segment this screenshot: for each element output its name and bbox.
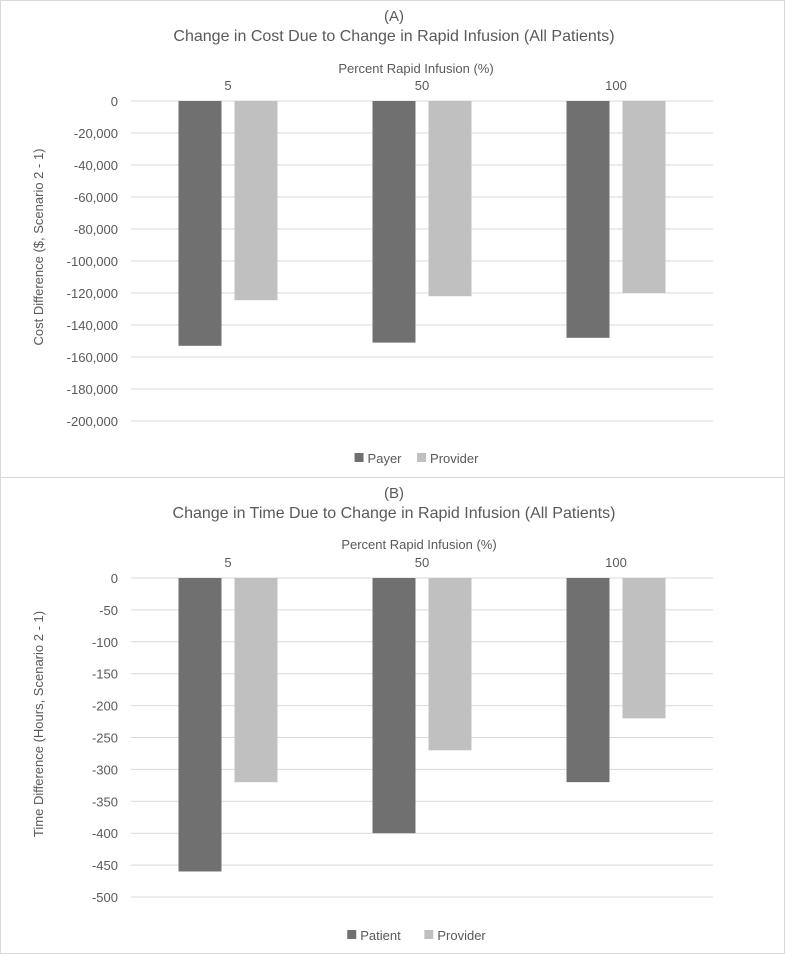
chart-panel-a: (A) Change in Cost Due to Change in Rapi… <box>0 0 785 478</box>
panel-label: (B) <box>384 485 404 502</box>
x-category-label: 50 <box>415 78 429 93</box>
x-category-label: 100 <box>605 555 627 570</box>
y-tick-label: -120,000 <box>67 286 118 301</box>
legend-label-payer: Payer <box>368 451 403 466</box>
legend-swatch-provider <box>424 930 434 939</box>
legend-swatch-provider <box>417 453 427 462</box>
chart-title: Change in Time Due to Change in Rapid In… <box>173 505 616 522</box>
y-axis-label: Time Difference (Hours, Scenario 2 - 1) <box>31 611 46 837</box>
y-tick-label: -250 <box>92 731 118 746</box>
bar-payer-100 <box>566 101 610 338</box>
y-tick-label: -160,000 <box>67 350 118 365</box>
y-tick-label: -80,000 <box>74 222 118 237</box>
y-tick-label: 0 <box>111 94 118 109</box>
x-category-label: 5 <box>224 78 231 93</box>
bar-payer-50 <box>372 101 416 343</box>
legend-label-patient: Patient <box>360 928 401 943</box>
cost-chart: (A) Change in Cost Due to Change in Rapi… <box>31 8 713 466</box>
y-tick-label: -180,000 <box>67 382 118 397</box>
legend-swatch-patient <box>347 930 357 939</box>
bar-provider-100 <box>622 101 666 293</box>
bar-provider-100 <box>622 578 666 719</box>
y-tick-label: -60,000 <box>74 190 118 205</box>
y-tick-label: -150 <box>92 667 118 682</box>
y-tick-label: -450 <box>92 858 118 873</box>
bar-provider-5 <box>234 101 278 301</box>
y-tick-label: -40,000 <box>74 158 118 173</box>
bar-provider-5 <box>234 578 278 783</box>
y-tick-label: -100,000 <box>67 254 118 269</box>
legend-label-provider: Provider <box>437 928 486 943</box>
x-category-label: 100 <box>605 78 627 93</box>
time-chart: (B) Change in Time Due to Change in Rapi… <box>31 485 713 943</box>
x-axis-label: Percent Rapid Infusion (%) <box>341 537 496 552</box>
chart-panel-b: (B) Change in Time Due to Change in Rapi… <box>0 477 785 954</box>
bar-provider-50 <box>428 578 472 751</box>
x-axis-label: Percent Rapid Infusion (%) <box>338 61 493 76</box>
y-axis-label: Cost Difference ($, Scenario 2 - 1) <box>31 148 46 345</box>
y-tick-label: -350 <box>92 794 118 809</box>
y-tick-label: -50 <box>99 603 118 618</box>
x-category-label: 50 <box>415 555 429 570</box>
y-tick-label: -200,000 <box>67 414 118 429</box>
bar-payer-5 <box>178 101 222 346</box>
y-tick-label: -140,000 <box>67 318 118 333</box>
y-tick-label: -300 <box>92 762 118 777</box>
chart-title: Change in Cost Due to Change in Rapid In… <box>173 28 614 45</box>
panel-label: (A) <box>384 8 404 25</box>
y-tick-label: -500 <box>92 890 118 905</box>
y-tick-label: 0 <box>111 571 118 586</box>
bar-patient-50 <box>372 578 416 834</box>
legend-swatch-payer <box>354 453 364 462</box>
bar-patient-5 <box>178 578 222 872</box>
legend-label-provider: Provider <box>430 451 479 466</box>
y-tick-label: -400 <box>92 826 118 841</box>
y-tick-label: -200 <box>92 699 118 714</box>
bar-patient-100 <box>566 578 610 783</box>
bar-provider-50 <box>428 101 472 297</box>
x-category-label: 5 <box>224 555 231 570</box>
y-tick-label: -20,000 <box>74 126 118 141</box>
y-tick-label: -100 <box>92 635 118 650</box>
